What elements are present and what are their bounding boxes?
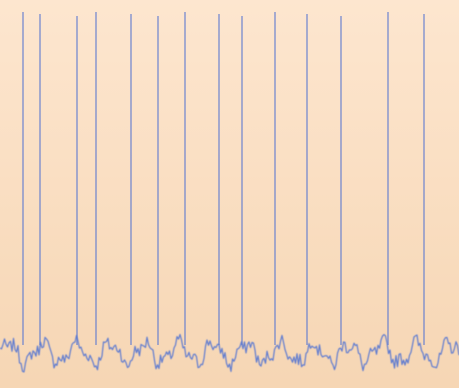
baseline-trace: [0, 333, 459, 373]
spikes-layer: [22, 12, 425, 345]
